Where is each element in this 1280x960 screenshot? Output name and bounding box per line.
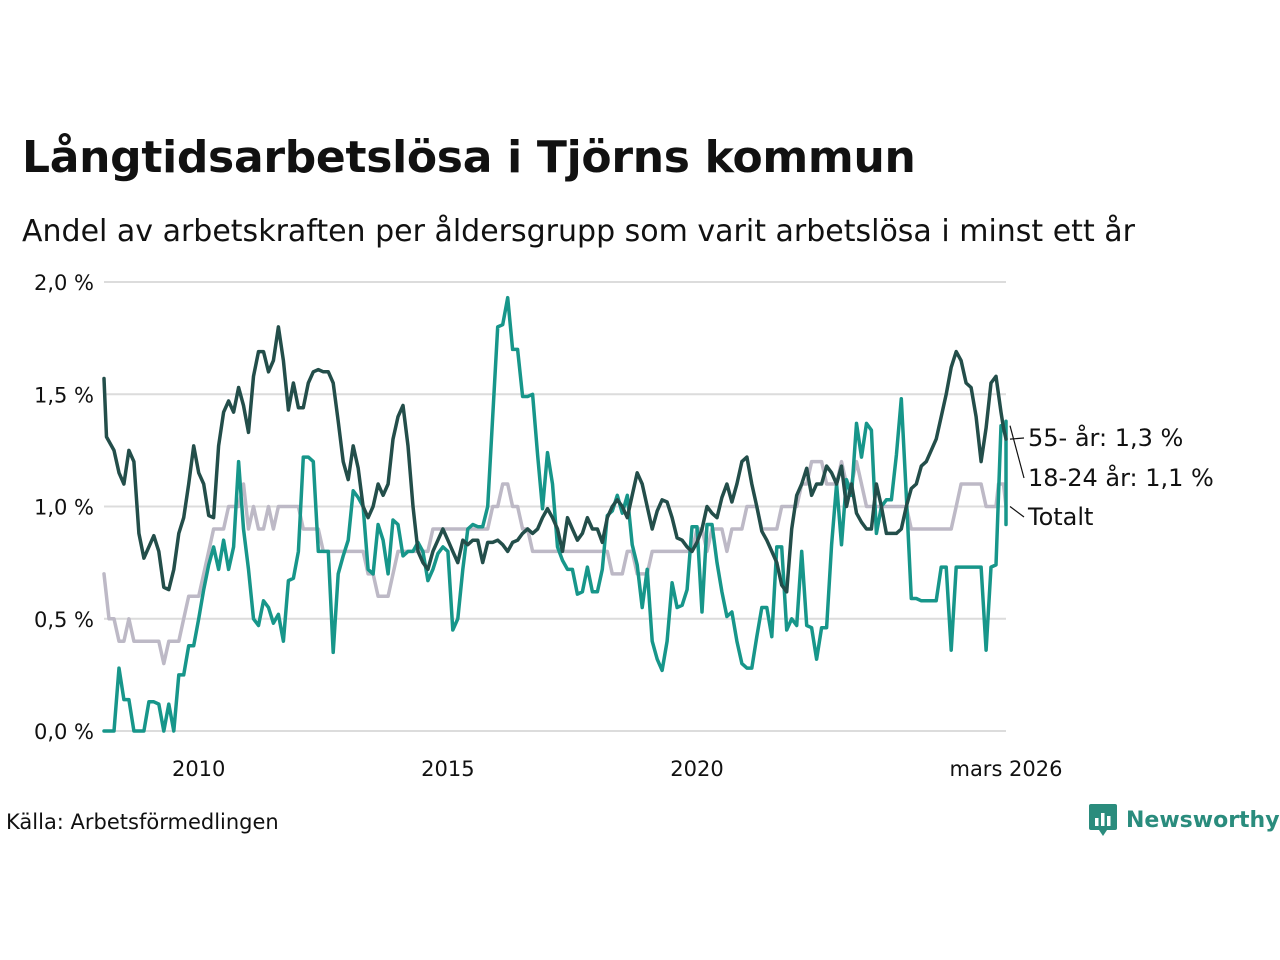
y-tick-label: 1,5 %: [34, 383, 94, 407]
series-label: Totalt: [1027, 503, 1093, 531]
source-note: Källa: Arbetsförmedlingen: [6, 810, 279, 834]
newsworthy-logo-text: Newsworthy: [1126, 807, 1280, 833]
series-label: 55- år: 1,3 %: [1028, 423, 1183, 452]
series-label: 18-24 år: 1,1 %: [1028, 463, 1214, 492]
chart-title: Långtidsarbetslösa i Tjörns kommun: [22, 132, 916, 183]
y-tick-label: 1,0 %: [34, 496, 94, 520]
y-tick-label: 0,5 %: [34, 608, 94, 632]
y-tick-label: 0,0 %: [34, 720, 94, 744]
label-leader-line: [1009, 437, 1025, 440]
x-tick-label: 2010: [172, 757, 225, 781]
newsworthy-logo: Newsworthy: [1088, 803, 1280, 837]
x-tick-label: 2015: [421, 757, 474, 781]
x-tick-label: 2020: [670, 757, 723, 781]
series-line-55-r: [102, 325, 1008, 594]
series-line-18-24-r: [102, 295, 1008, 733]
y-axis-labels: 0,0 % 0,5 % 1,0 % 1,5 % 2,0 %: [34, 271, 94, 744]
series-labels: 55- år: 1,3 % 18-24 år: 1,1 % Totalt: [1009, 423, 1214, 531]
x-axis-labels: 2010 2015 2020 mars 2026: [172, 757, 1063, 781]
label-leader-line: [1009, 425, 1025, 479]
x-tick-label: mars 2026: [949, 757, 1062, 781]
newsworthy-logo-icon: [1089, 804, 1117, 836]
label-leader-line: [1009, 506, 1025, 518]
series-lines: [102, 295, 1008, 733]
chart-subtitle: Andel av arbetskraften per åldersgrupp s…: [22, 214, 1135, 249]
y-tick-label: 2,0 %: [34, 271, 94, 295]
